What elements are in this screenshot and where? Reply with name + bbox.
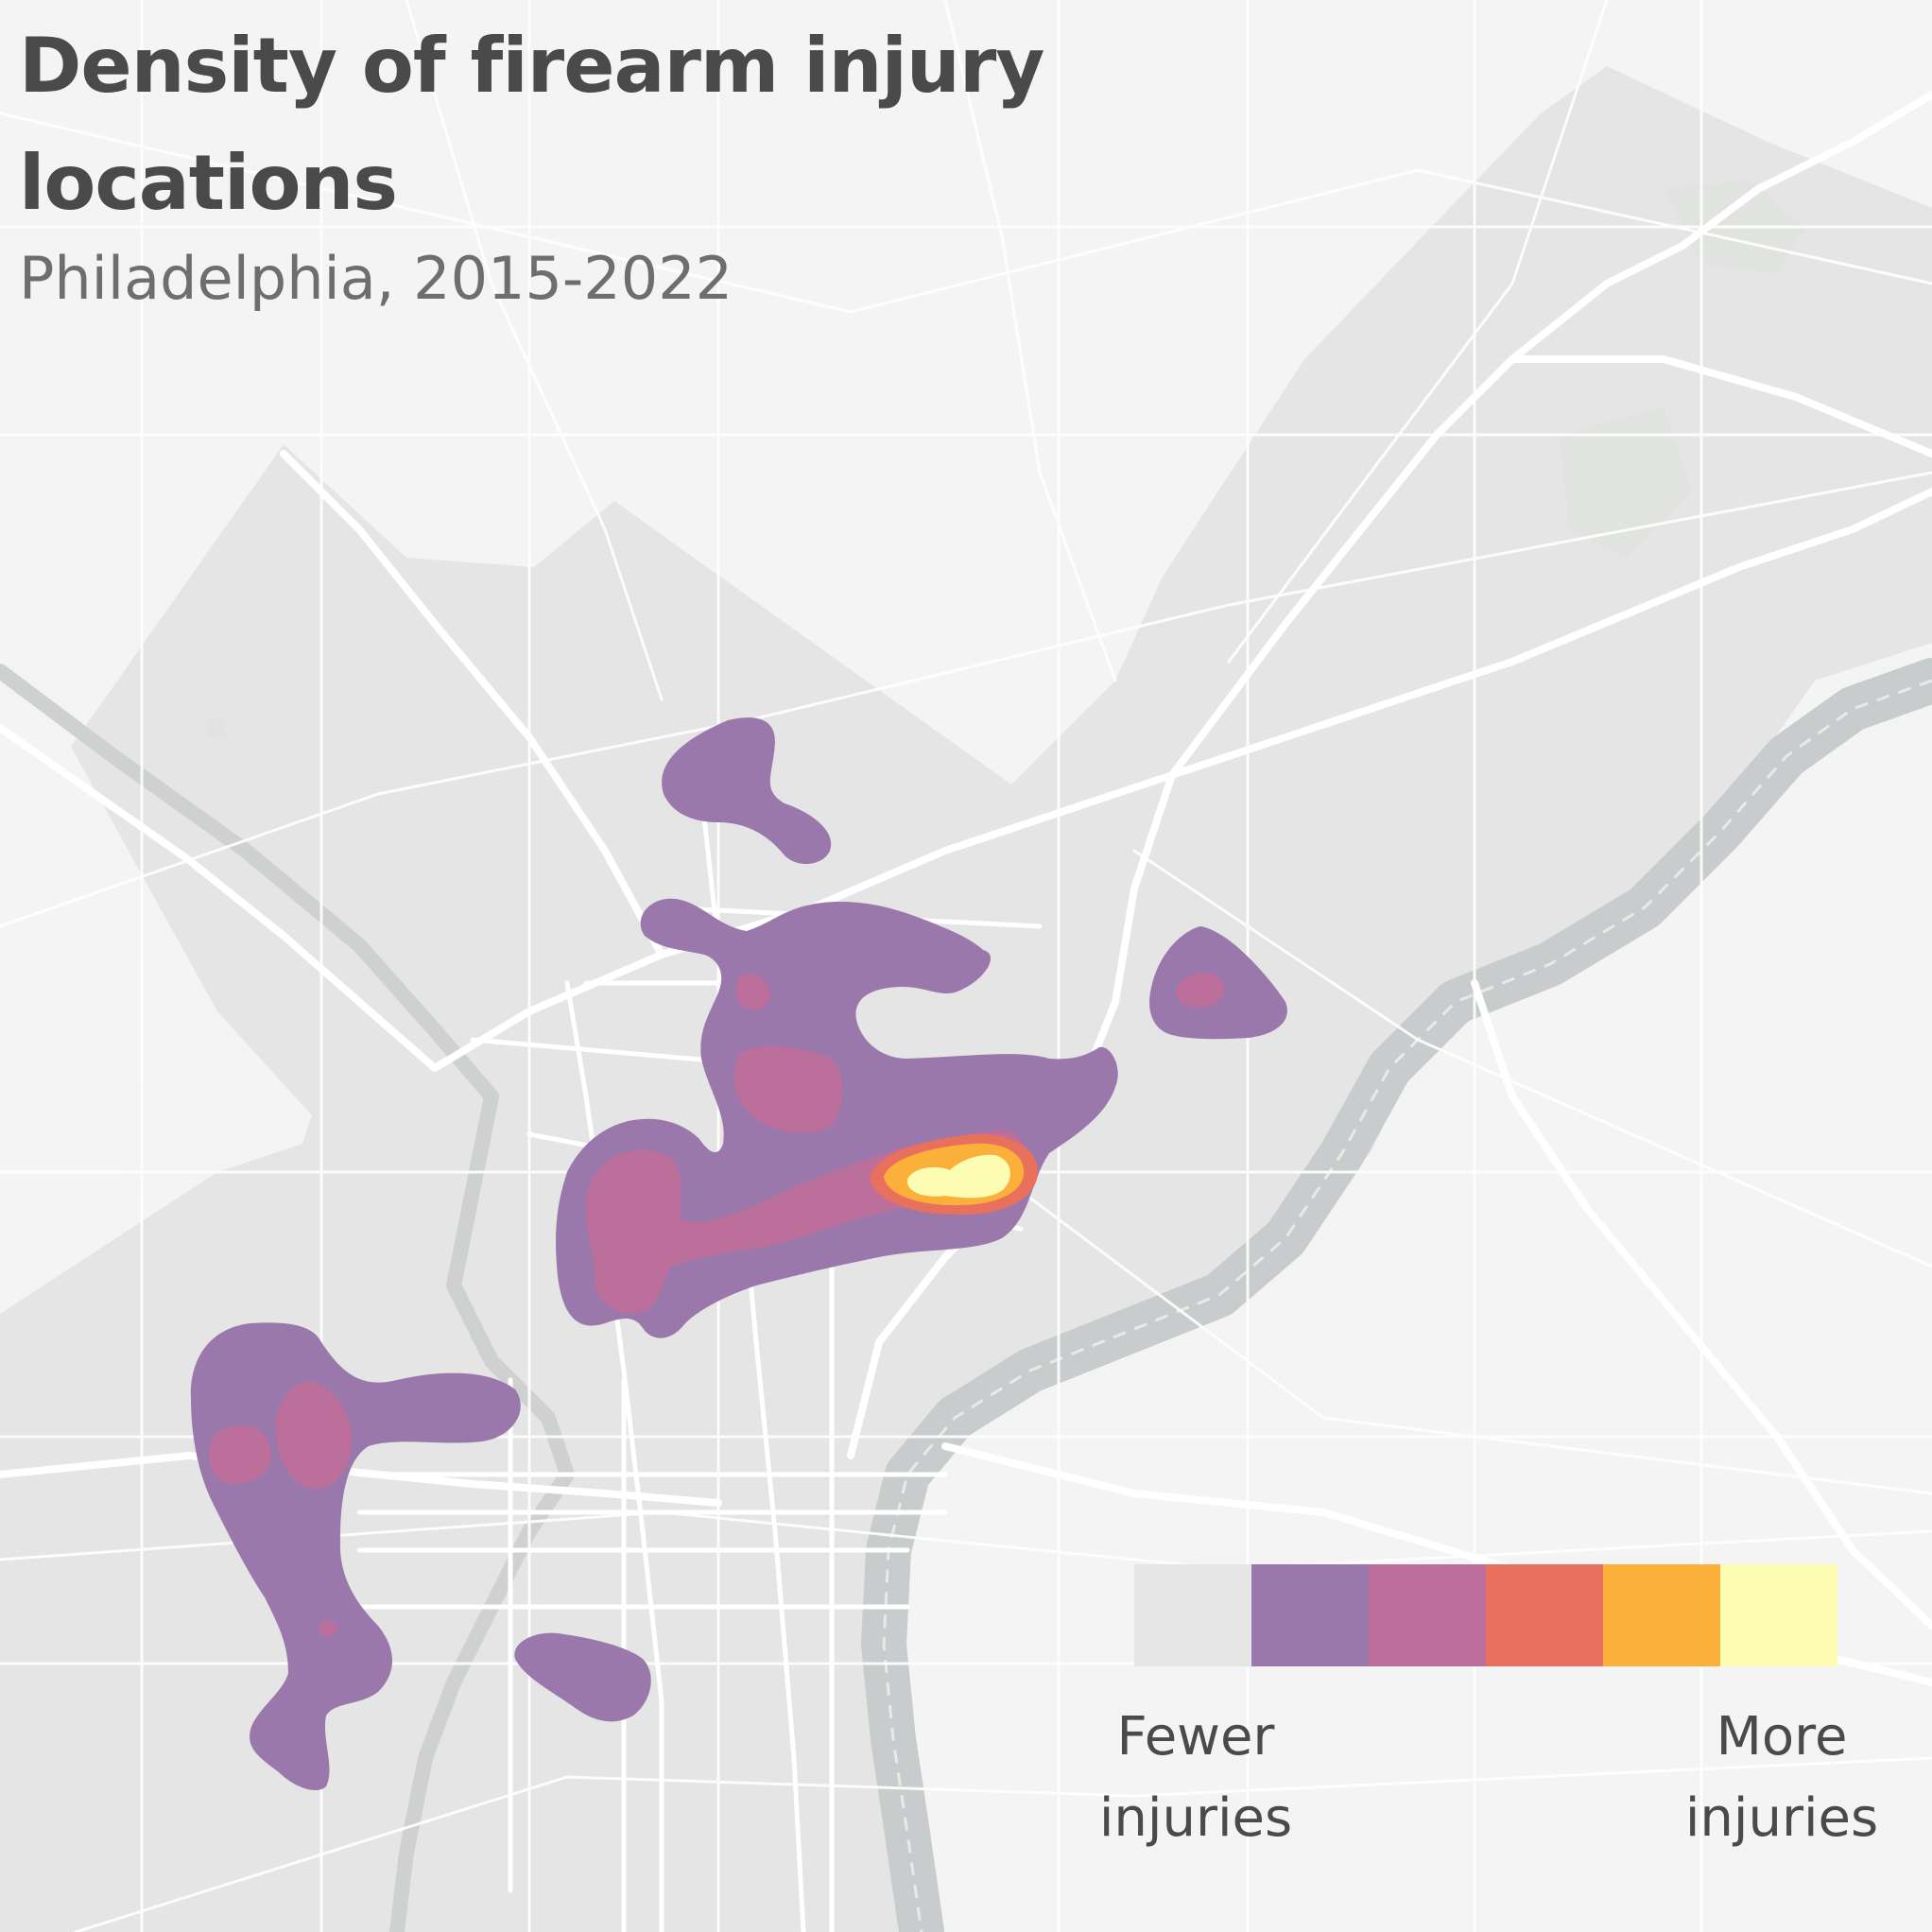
city-boundary	[0, 66, 1932, 1932]
map-subtitle: Philadelphia, 2015-2022	[19, 244, 733, 313]
density-blob-south	[514, 1632, 651, 1722]
density-blob-north	[662, 717, 832, 865]
legend-swatch-4	[1603, 1564, 1720, 1666]
legend-swatch-0	[1134, 1564, 1251, 1666]
density-blob-west	[190, 1322, 521, 1791]
legend-high-label: More injuries	[1684, 1706, 1879, 1849]
map-title: Density of firearm injury locations	[19, 22, 1044, 227]
density-level-5	[906, 1154, 1010, 1199]
legend-swatch-2	[1369, 1564, 1486, 1666]
legend-low-label: Fewer injuries	[1098, 1706, 1293, 1849]
legend-color-bar	[1134, 1564, 1837, 1666]
density-legend: Fewer injuries More injuries	[1099, 1564, 1878, 1876]
legend-swatch-1	[1251, 1564, 1369, 1666]
legend-swatch-3	[1486, 1564, 1603, 1666]
legend-swatch-5	[1720, 1564, 1837, 1666]
river-channel-line	[882, 679, 1932, 1932]
